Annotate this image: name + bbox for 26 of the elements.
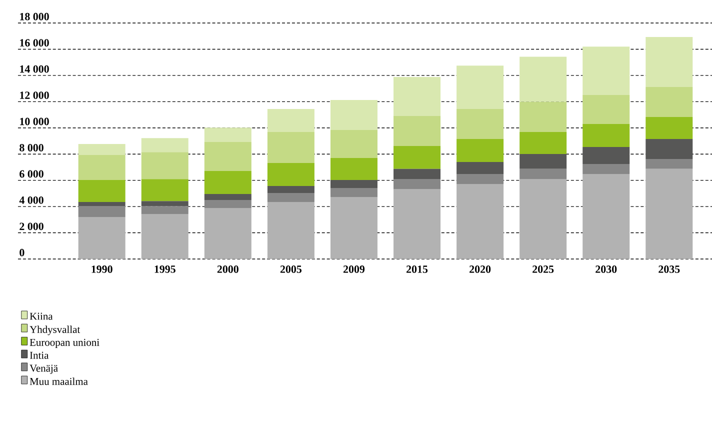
y-tick-label: 12 000 — [20, 92, 49, 99]
x-tick-label: 2009 — [343, 266, 365, 273]
y-tick-label: 8 000 — [20, 144, 44, 152]
y-tick-label: 4 000 — [19, 196, 44, 204]
y-tick-label: 2 000 — [20, 222, 44, 230]
y-tick-label: 6 000 — [20, 170, 44, 178]
x-tick-label: 1990 — [92, 266, 112, 273]
x-tick-label: 1995 — [154, 266, 176, 273]
legend-label: Yhdysvallat — [30, 326, 80, 336]
x-tick-label: 2025 — [532, 266, 554, 273]
x-tick-label: 2015 — [406, 266, 428, 273]
x-tick-label: 2000 — [217, 266, 238, 273]
x-tick-label: 2035 — [658, 266, 680, 273]
legend-label: Venäjä — [30, 364, 58, 374]
x-tick-label: 2020 — [470, 266, 491, 273]
legend-label: Kiina — [30, 312, 53, 320]
legend-label: Euroopan unioni — [30, 338, 100, 348]
y-tick-label: 14 000 — [20, 65, 49, 73]
legend-label: Intia — [30, 352, 49, 359]
y-tick-label: 16 000 — [20, 39, 49, 47]
y-tick-label: 18 000 — [20, 12, 49, 20]
x-tick-label: 2030 — [596, 266, 617, 273]
y-tick-label: 0 — [20, 248, 24, 256]
legend-label: Muu maailma — [30, 378, 88, 385]
x-tick-label: 2005 — [280, 266, 302, 273]
y-tick-label: 10 000 — [20, 118, 49, 126]
